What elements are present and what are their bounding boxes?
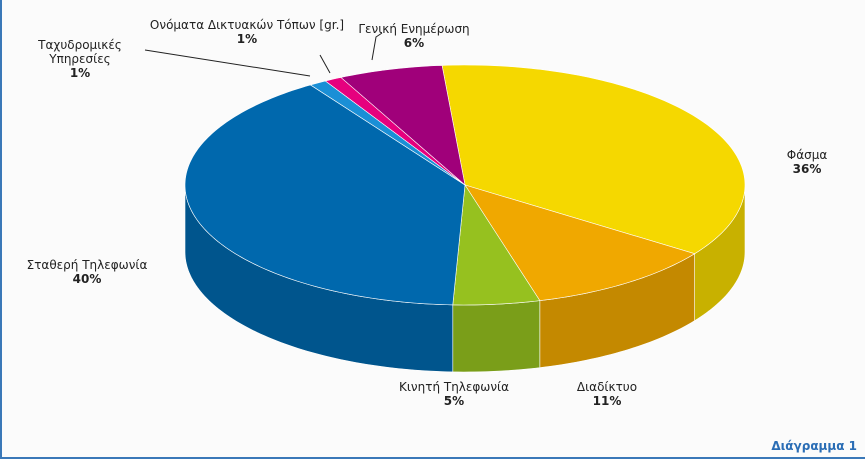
value-label: 6% [403, 36, 425, 50]
slice [441, 64, 746, 254]
slice [452, 184, 541, 306]
category-label: Ονόματα Δικτυακών Τόπων [gr.] [149, 18, 345, 32]
slice-side [452, 300, 541, 373]
slice [464, 184, 696, 301]
category-label: Κινητή Τηλεφωνία [398, 380, 510, 394]
leader-line [319, 54, 331, 74]
value-label: 11% [592, 394, 622, 408]
data-label: Διαδίκτυο 11% [577, 380, 637, 408]
slice [340, 65, 466, 186]
data-label: Κινητή Τηλεφωνία 5% [399, 380, 509, 408]
value-label: 36% [792, 162, 822, 176]
category-label: Φάσμα [786, 148, 828, 162]
value-label: 5% [443, 394, 465, 408]
data-label: Γενική Ενημέρωση 6% [358, 22, 469, 50]
leader-line [371, 32, 383, 61]
value-label: 1% [69, 66, 91, 80]
value-label: 40% [72, 272, 102, 286]
data-label: Ταχυδρομικές Υπηρεσίες 1% [35, 38, 125, 80]
caption: Διάγραμμα 1 [771, 439, 857, 453]
category-label: Σταθερή Τηλεφωνία [26, 258, 148, 272]
data-label: Ονόματα Δικτυακών Τόπων [gr.] 1% [150, 18, 344, 46]
data-label: Σταθερή Τηλεφωνία 40% [27, 258, 148, 286]
data-label: Φάσμα 36% [787, 148, 828, 176]
leader-line [144, 49, 311, 77]
category-label: Διαδίκτυο [576, 380, 638, 394]
value-label: 1% [236, 32, 258, 46]
category-label: Ταχυδρομικές Υπηρεσίες [38, 38, 122, 66]
category-label: Γενική Ενημέρωση [358, 22, 470, 36]
